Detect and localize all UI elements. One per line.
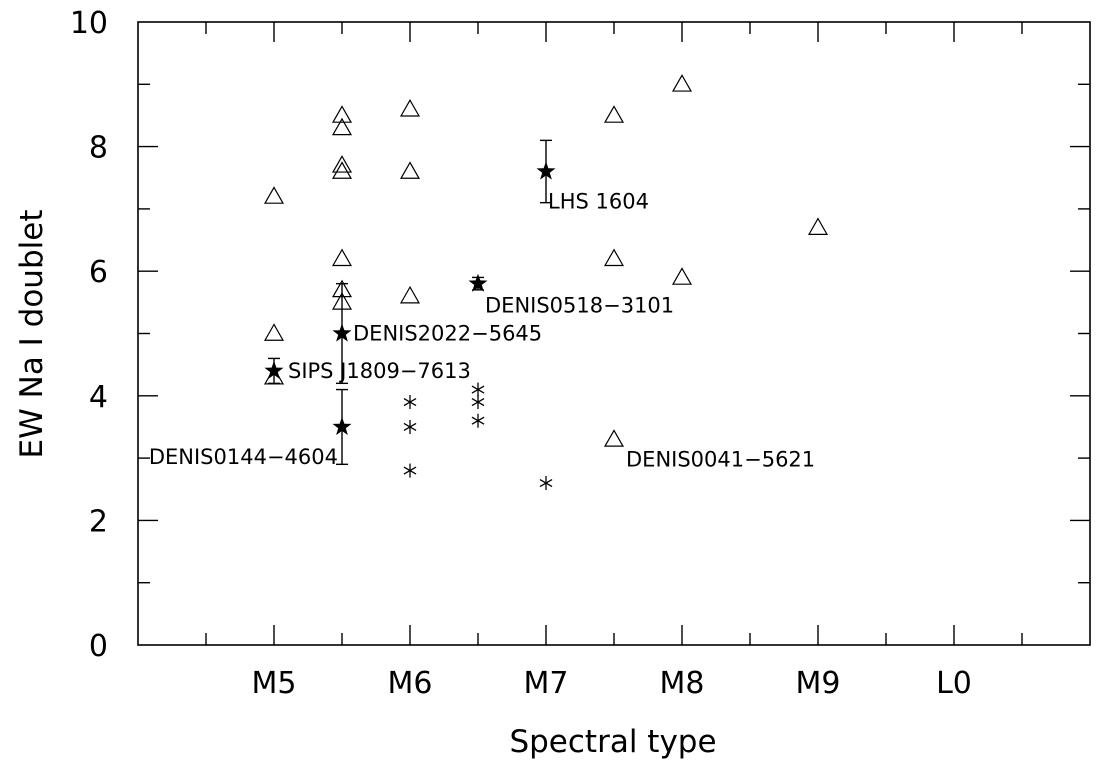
triangle-point: [603, 429, 625, 447]
x-axis-title: Spectral type: [509, 724, 716, 760]
star-point: [536, 161, 556, 180]
point-label: LHS 1604: [548, 190, 649, 214]
star-point: [468, 273, 488, 292]
annotation-label: DENIS0041−5621: [626, 447, 815, 471]
y-tick-label: 6: [89, 255, 108, 290]
point-label: DENIS0518−3101: [485, 294, 674, 318]
point-label: DENIS0144−4604: [149, 445, 338, 469]
asterisk-point: [471, 395, 485, 410]
x-tick-label: M8: [660, 666, 705, 701]
triangle-point: [263, 186, 285, 204]
triangle-point: [331, 117, 353, 136]
triangle-point: [399, 285, 421, 304]
point-label: SIPS J1809−7613: [288, 359, 471, 383]
x-tick-label: M7: [524, 666, 569, 701]
asterisk-point: [403, 395, 417, 410]
star-point: [332, 417, 352, 435]
triangle-point: [331, 161, 353, 179]
asterisk-point: [539, 476, 553, 491]
y-tick-label: 8: [89, 131, 108, 166]
y-tick-label: 10: [70, 6, 108, 41]
asterisk-point: [403, 463, 417, 478]
triangle-point: [603, 105, 625, 123]
plot-frame: [137, 21, 1091, 646]
asterisk-point: [403, 419, 417, 434]
triangle-point: [603, 248, 625, 267]
asterisk-point: [471, 382, 485, 397]
y-tick-label: 4: [89, 380, 108, 415]
x-tick-label: M6: [388, 666, 433, 701]
y-axis-title: EW Na I doublet: [14, 210, 50, 459]
asterisk-point: [471, 413, 485, 428]
triangle-point: [331, 105, 353, 123]
triangle-point: [331, 248, 353, 267]
y-tick-label: 0: [89, 629, 108, 664]
triangle-point: [399, 161, 421, 179]
x-tick-label: M9: [796, 666, 841, 701]
triangle-point: [671, 267, 693, 285]
triangle-point: [399, 99, 421, 117]
star-point: [332, 323, 352, 342]
point-label: DENIS2022−5645: [353, 322, 542, 346]
x-tick-label: L0: [936, 666, 972, 701]
triangle-point: [331, 155, 353, 173]
triangle-point: [263, 323, 285, 341]
star-point: [264, 360, 284, 379]
y-tick-label: 2: [89, 504, 108, 539]
plot-area: M5 M6 M7 M8 M9 L0 0 2 4 6 8 10 SIPS J1809−7613 DENIS2…: [70, 6, 1091, 701]
x-tick-label: M5: [252, 666, 297, 701]
triangle-point: [671, 74, 693, 92]
triangle-point: [807, 217, 829, 235]
